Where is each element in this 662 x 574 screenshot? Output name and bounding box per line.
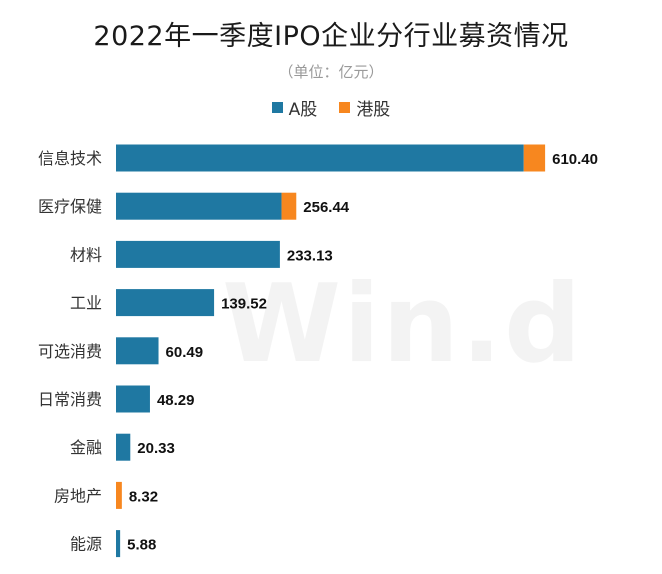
bar-a-share-cat-4 xyxy=(116,337,159,365)
category-label-cat-5: 日常消费 xyxy=(38,390,102,409)
bar-a-share-cat-1 xyxy=(116,192,282,220)
value-label-cat-8: 5.88 xyxy=(127,537,156,554)
legend: A股 港股 xyxy=(0,95,662,120)
value-label-cat-3: 139.52 xyxy=(221,296,267,313)
watermark-logo: Win.d xyxy=(222,262,583,387)
category-label-cat-6: 金融 xyxy=(70,438,102,457)
bar-hk-share-cat-0 xyxy=(523,144,546,172)
category-label-cat-2: 材料 xyxy=(70,245,102,264)
category-label-cat-8: 能源 xyxy=(70,535,102,554)
legend-swatch-a-share xyxy=(271,102,283,113)
bar-a-share-cat-3 xyxy=(116,289,215,317)
category-label-cat-3: 工业 xyxy=(70,294,102,313)
category-label-cat-4: 可选消费 xyxy=(38,342,102,361)
value-label-cat-6: 20.33 xyxy=(137,440,175,457)
legend-label-a-share: A股 xyxy=(288,100,318,120)
legend-item-hk-share: 港股 xyxy=(339,95,390,120)
category-label-cat-7: 房地产 xyxy=(54,486,102,505)
bar-a-share-cat-5 xyxy=(116,385,150,413)
value-label-cat-0: 610.40 xyxy=(552,151,598,168)
category-label-cat-0: 信息技术 xyxy=(38,149,102,168)
legend-swatch-hk-share xyxy=(339,102,351,113)
bar-a-share-cat-8 xyxy=(116,530,121,558)
value-label-cat-4: 60.49 xyxy=(166,344,204,361)
chart-title: 2022年一季度IPO企业分行业募资情况 xyxy=(93,21,569,52)
bar-hk-share-cat-1 xyxy=(281,192,297,220)
bar-a-share-cat-2 xyxy=(116,240,280,268)
chart-unit-subtitle: （单位：亿元） xyxy=(278,63,384,81)
value-label-cat-1: 256.44 xyxy=(303,199,350,216)
category-label-cat-1: 医疗保健 xyxy=(38,197,102,216)
legend-item-a-share: A股 xyxy=(271,95,318,120)
bar-a-share-cat-0 xyxy=(116,144,524,172)
value-label-cat-5: 48.29 xyxy=(157,392,195,409)
value-label-cat-7: 8.32 xyxy=(129,488,158,505)
bar-hk-share-cat-7 xyxy=(116,481,122,509)
bar-a-share-cat-6 xyxy=(116,433,131,461)
value-label-cat-2: 233.13 xyxy=(287,247,333,264)
legend-label-hk-share: 港股 xyxy=(356,100,391,120)
